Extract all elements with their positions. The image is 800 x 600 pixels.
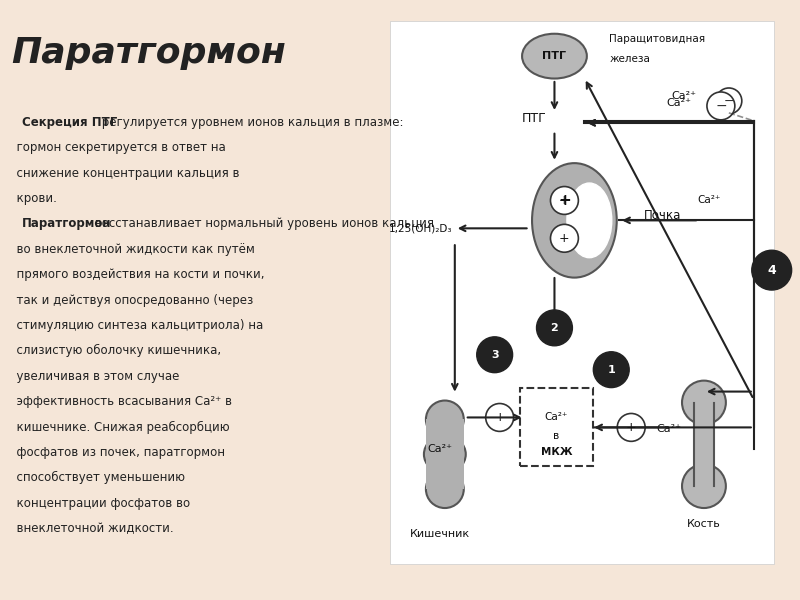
Circle shape [477,337,513,373]
Circle shape [682,464,726,508]
Text: крови.: крови. [10,192,58,205]
Text: Паратгормон: Паратгормон [11,36,286,70]
FancyBboxPatch shape [519,388,594,466]
Ellipse shape [426,470,464,508]
Circle shape [682,380,726,424]
Text: Кишечник: Кишечник [410,529,470,539]
Text: 2: 2 [550,323,558,333]
Circle shape [752,250,792,290]
Text: 4: 4 [767,263,776,277]
Text: снижение концентрации кальция в: снижение концентрации кальция в [10,167,240,179]
Text: стимуляцию синтеза кальцитриола) на: стимуляцию синтеза кальцитриола) на [10,319,264,332]
Text: способствует уменьшению: способствует уменьшению [10,471,186,484]
Text: Кость: Кость [687,519,721,529]
Ellipse shape [426,401,464,439]
Circle shape [618,413,645,442]
FancyBboxPatch shape [694,403,714,486]
Text: Секреция ПТГ: Секреция ПТГ [22,116,117,129]
Circle shape [537,310,572,346]
Text: во внеклеточной жидкости как путём: во внеклеточной жидкости как путём [10,243,255,256]
Text: в: в [554,431,559,442]
Circle shape [716,88,742,114]
Circle shape [707,92,735,120]
Text: 1,25(OH)₂D₃: 1,25(OH)₂D₃ [388,223,452,233]
Ellipse shape [567,183,612,257]
Text: −: − [715,99,726,113]
Circle shape [550,187,578,214]
Text: +: + [626,421,637,434]
Text: так и действуя опосредованно (через: так и действуя опосредованно (через [10,293,254,307]
Circle shape [594,352,630,388]
Text: прямого воздействия на кости и почки,: прямого воздействия на кости и почки, [10,268,265,281]
Text: Ca²⁺: Ca²⁺ [657,424,682,434]
Text: +: + [494,411,505,424]
Text: регулируется уровнем ионов кальция в плазме:: регулируется уровнем ионов кальция в пла… [98,116,403,129]
Text: фосфатов из почек, паратгормон: фосфатов из почек, паратгормон [10,446,226,459]
Text: Паращитовидная: Паращитовидная [610,34,706,44]
Text: Ca²⁺: Ca²⁺ [666,98,691,108]
Text: МКЖ: МКЖ [541,447,572,457]
Text: эффективность всасывания Ca²⁺ в: эффективность всасывания Ca²⁺ в [10,395,232,408]
Ellipse shape [532,163,617,278]
Text: +: + [558,193,571,208]
Text: Ca²⁺: Ca²⁺ [698,196,721,205]
Text: −: − [724,94,734,107]
Text: 1: 1 [607,365,615,374]
FancyBboxPatch shape [390,21,774,564]
Text: внеклеточной жидкости.: внеклеточной жидкости. [10,522,174,535]
Ellipse shape [522,34,587,79]
Text: кишечнике. Снижая реабсорбцию: кишечнике. Снижая реабсорбцию [10,421,230,434]
Text: концентрации фосфатов во: концентрации фосфатов во [10,497,190,509]
Text: восстанавливает нормальный уровень ионов кальция: восстанавливает нормальный уровень ионов… [91,217,434,230]
Circle shape [550,224,578,252]
Text: +: + [559,232,570,245]
Text: Ca²⁺: Ca²⁺ [545,412,568,422]
Text: Паратгормон: Паратгормон [22,217,111,230]
Text: 3: 3 [491,350,498,360]
Text: слизистую оболочку кишечника,: слизистую оболочку кишечника, [10,344,222,358]
Text: железа: железа [610,54,650,64]
FancyBboxPatch shape [426,419,464,489]
Text: Ca²⁺: Ca²⁺ [671,91,697,101]
Circle shape [486,404,514,431]
Text: Почка: Почка [644,209,682,222]
Text: ПТГ: ПТГ [542,51,566,61]
Text: увеличивая в этом случае: увеличивая в этом случае [10,370,180,383]
Text: +: + [559,194,570,207]
Text: ПТГ: ПТГ [522,112,547,125]
Text: гормон секретируется в ответ на: гормон секретируется в ответ на [10,141,226,154]
Text: Ca²⁺: Ca²⁺ [427,445,452,454]
Ellipse shape [424,436,466,473]
